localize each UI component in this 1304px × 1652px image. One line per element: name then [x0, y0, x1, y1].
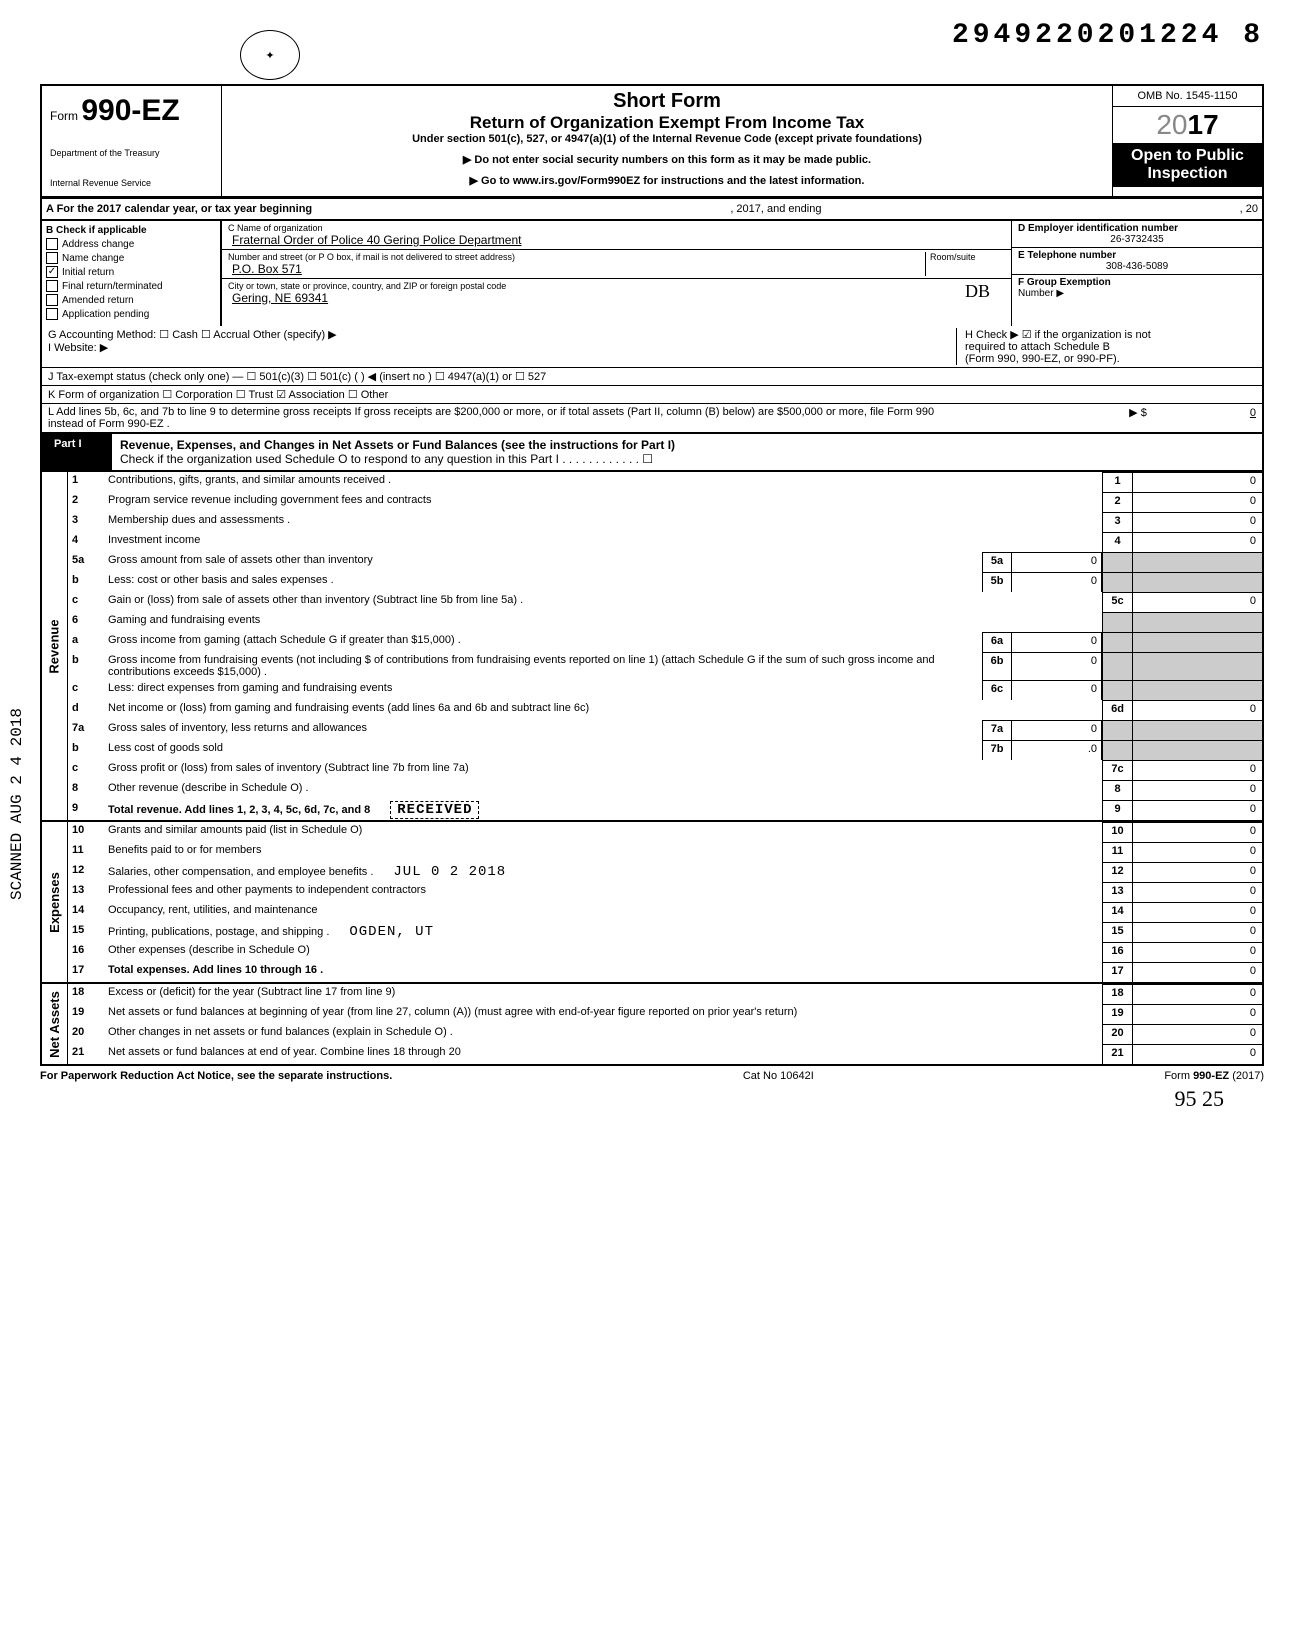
form-line-3: 3Membership dues and assessments .30 [68, 512, 1262, 532]
expenses-block: Expenses 10Grants and similar amounts pa… [40, 822, 1264, 984]
form-line-10: 10Grants and similar amounts paid (list … [68, 822, 1262, 842]
revenue-block: Revenue 1Contributions, gifts, grants, a… [40, 472, 1264, 822]
form-line-c: cGain or (loss) from sale of assets othe… [68, 592, 1262, 612]
scanned-stamp: SCANNED AUG 2 4 2018 [8, 708, 26, 900]
form-line-12: 12Salaries, other compensation, and empl… [68, 862, 1262, 882]
form-line-c: cLess: direct expenses from gaming and f… [68, 680, 1262, 700]
handwritten-note: 95 25 [40, 1086, 1264, 1112]
form-line-8: 8Other revenue (describe in Schedule O) … [68, 780, 1262, 800]
form-line-5a: 5aGross amount from sale of assets other… [68, 552, 1262, 572]
form-line-b: bLess: cost or other basis and sales exp… [68, 572, 1262, 592]
netassets-block: Net Assets 18Excess or (deficit) for the… [40, 984, 1264, 1066]
form-line-1: 1Contributions, gifts, grants, and simil… [68, 472, 1262, 492]
document-number: 2949220201224 8 [952, 20, 1264, 51]
form-line-2: 2Program service revenue including gover… [68, 492, 1262, 512]
form-line-19: 19Net assets or fund balances at beginni… [68, 1004, 1262, 1024]
form-name-cell: Form 990-EZ Department of the Treasury I… [42, 86, 222, 196]
meta-rows: G Accounting Method: ☐ Cash ☐ Accrual Ot… [40, 326, 1264, 434]
row-a: A For the 2017 calendar year, or tax yea… [40, 198, 1264, 221]
footer: For Paperwork Reduction Act Notice, see … [40, 1066, 1264, 1086]
form-line-16: 16Other expenses (describe in Schedule O… [68, 942, 1262, 962]
form-line-18: 18Excess or (deficit) for the year (Subt… [68, 984, 1262, 1004]
form-line-d: dNet income or (loss) from gaming and fu… [68, 700, 1262, 720]
circle-mark: ✦ [240, 30, 300, 80]
title-cell: Short Form Return of Organization Exempt… [222, 86, 1112, 196]
year-cell: OMB No. 1545-1150 2017 Open to Public In… [1112, 86, 1262, 196]
form-line-9: 9Total revenue. Add lines 1, 2, 3, 4, 5c… [68, 800, 1262, 820]
form-line-b: bLess cost of goods sold7b.0 [68, 740, 1262, 760]
form-line-14: 14Occupancy, rent, utilities, and mainte… [68, 902, 1262, 922]
form-line-13: 13Professional fees and other payments t… [68, 882, 1262, 902]
form-line-6: 6Gaming and fundraising events [68, 612, 1262, 632]
part-1-header: Part I Revenue, Expenses, and Changes in… [40, 434, 1264, 472]
form-line-17: 17Total expenses. Add lines 10 through 1… [68, 962, 1262, 982]
form-line-21: 21Net assets or fund balances at end of … [68, 1044, 1262, 1064]
form-line-a: aGross income from gaming (attach Schedu… [68, 632, 1262, 652]
form-line-b: bGross income from fundraising events (n… [68, 652, 1262, 680]
form-line-20: 20Other changes in net assets or fund ba… [68, 1024, 1262, 1044]
form-line-7a: 7aGross sales of inventory, less returns… [68, 720, 1262, 740]
form-line-11: 11Benefits paid to or for members110 [68, 842, 1262, 862]
section-de: D Employer identification number 26-3732… [1012, 221, 1262, 326]
db-stamp: DB [965, 281, 1005, 305]
section-c: C Name of organization Fraternal Order o… [222, 221, 1012, 326]
form-line-c: cGross profit or (loss) from sales of in… [68, 760, 1262, 780]
form-line-4: 4Investment income40 [68, 532, 1262, 552]
section-b: B Check if applicable Address change Nam… [42, 221, 222, 326]
form-line-15: 15Printing, publications, postage, and s… [68, 922, 1262, 942]
